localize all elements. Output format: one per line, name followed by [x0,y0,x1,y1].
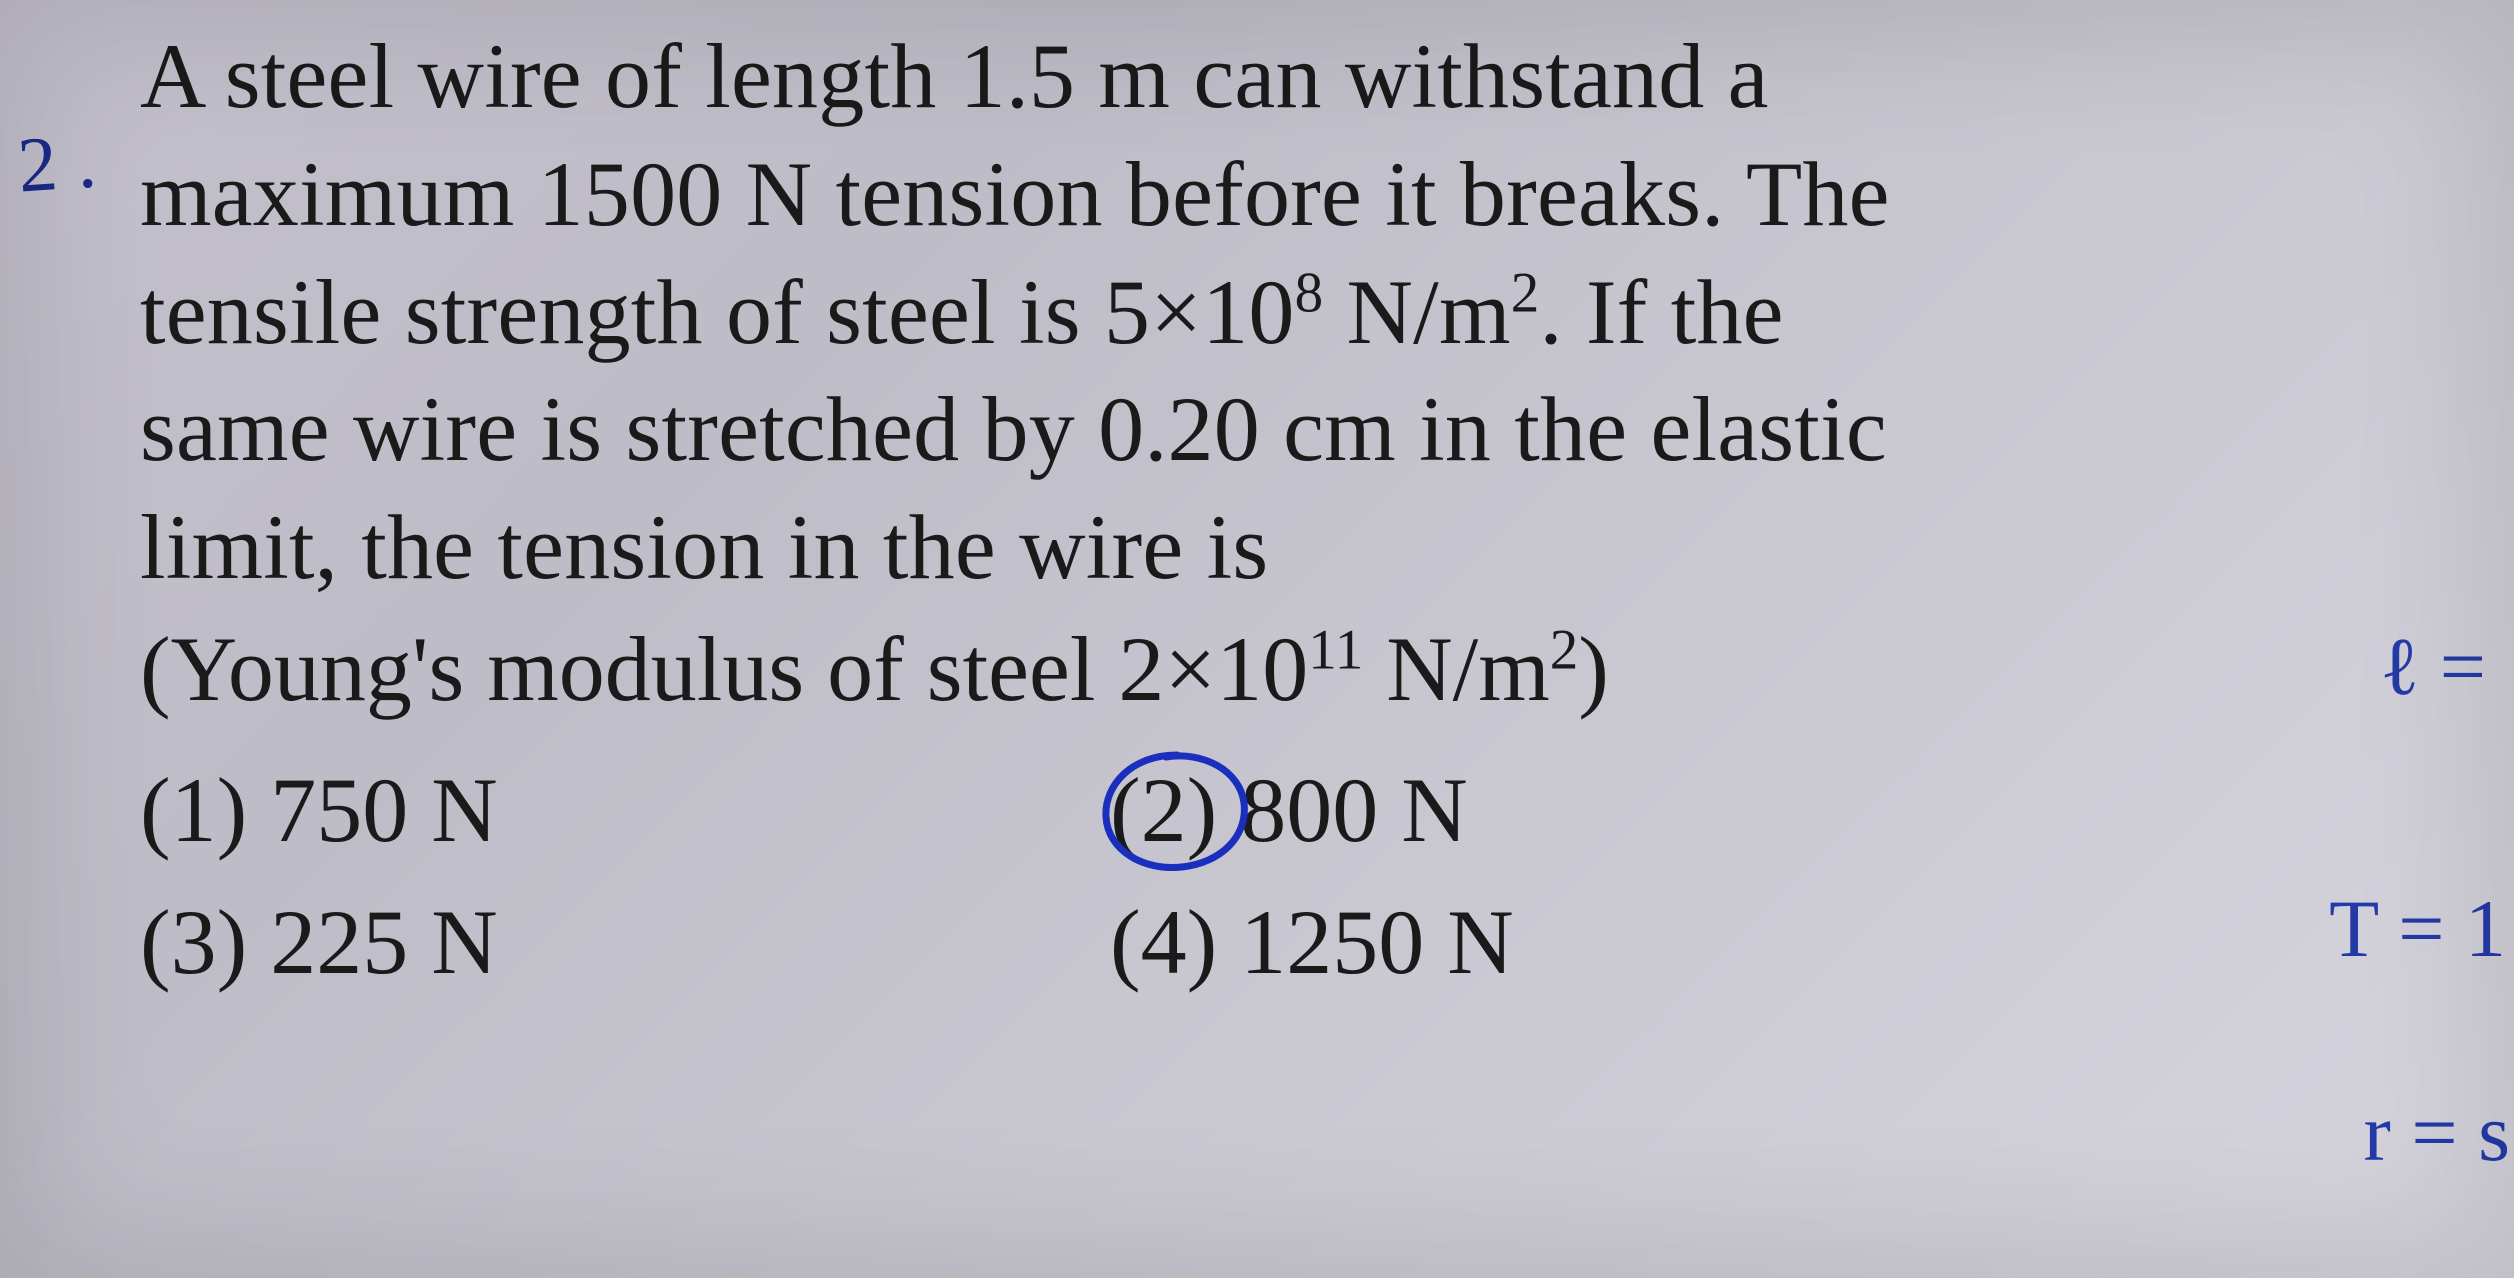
ymod-exp2: 2 [1550,618,1579,681]
handwritten-note-t: T = 1 [2329,888,2506,970]
option-3: (3) 225 N [140,887,1070,997]
youngs-modulus-line: (Young's modulus of steel 2×1011 N/m2) [140,611,2474,729]
option-2-circled: (2) [1110,755,1217,865]
option-3-num: (3) [140,887,247,997]
question-text: A steel wire of length 1.5 m can withsta… [140,18,2474,607]
option-2-num: (2) [1110,755,1217,865]
physics-question-scan: 2 . A steel wire of length 1.5 m can wit… [0,0,2514,1278]
q-line-3a: tensile strength of steel is 5×10 [140,261,1295,363]
handwritten-note-l: ℓ = [2380,626,2486,708]
ymod-c: ) [1578,618,1609,720]
option-4-text: 1250 N [1217,891,1513,993]
ymod-a: (Young's modulus of steel 2×10 [140,618,1308,720]
q-line-3-exp: 8 [1295,261,1324,324]
q-line-3b: N/m [1323,261,1510,363]
option-2: (2) 800 N [1110,755,2040,865]
q-line-2: maximum 1500 N tension before it breaks.… [140,143,1890,245]
ymod-b: N/m [1363,618,1550,720]
option-4-num: (4) [1110,887,1217,997]
q-line-3c: . If the [1539,261,1783,363]
q-line-4: same wire is stretched by 0.20 cm in the… [140,378,1887,480]
option-3-text: 225 N [247,891,497,993]
question-number-handwritten: 2 . [15,115,99,210]
option-1-text: 750 N [247,759,497,861]
answer-options: (1) 750 N (2) 800 N (3) 225 N (4) 1250 N [140,755,2040,998]
q-line-5: limit, the tension in the wire is [140,496,1268,598]
option-1-num: (1) [140,755,247,865]
option-2-text: 800 N [1217,759,1467,861]
handwritten-note-r: r = s [2364,1092,2510,1174]
q-line-3-exp2: 2 [1511,261,1540,324]
option-4: (4) 1250 N [1110,887,2040,997]
option-1: (1) 750 N [140,755,1070,865]
ymod-exp: 11 [1308,618,1363,681]
q-line-1: A steel wire of length 1.5 m can withsta… [140,25,1769,127]
